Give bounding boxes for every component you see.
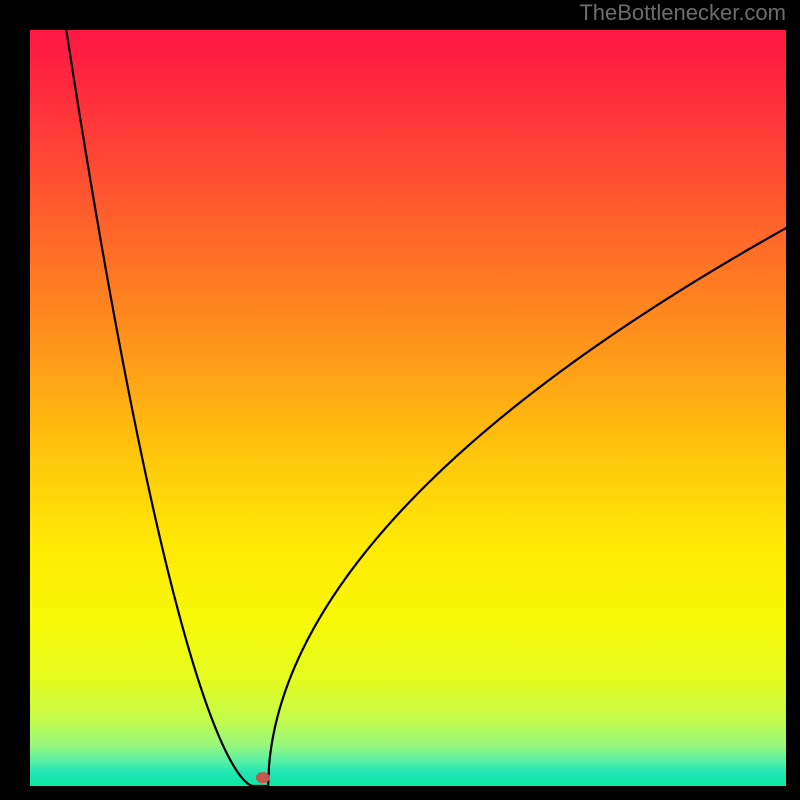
bottleneck-chart bbox=[30, 30, 786, 786]
optimal-point-marker bbox=[256, 772, 270, 783]
chart-container: TheBottlenecker.com bbox=[0, 0, 800, 800]
gradient-background bbox=[30, 30, 786, 786]
plot-area bbox=[30, 30, 786, 786]
watermark-text: TheBottlenecker.com bbox=[579, 0, 786, 26]
